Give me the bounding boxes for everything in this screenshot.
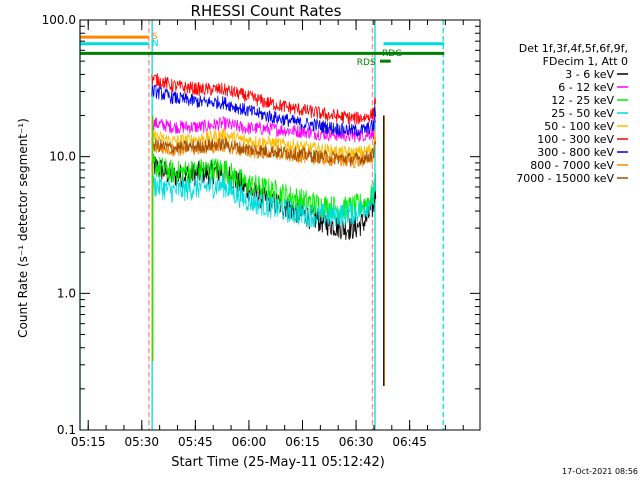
legend-entry-label: 800 - 7000 keV xyxy=(530,159,614,172)
legend-header-line: FDecim 1, Att 0 xyxy=(543,55,628,68)
series-line xyxy=(151,173,377,228)
series-7000-15000keV xyxy=(151,136,377,167)
series-12-25keV xyxy=(151,153,377,220)
legend: Det 1f,3f,4f,5f,6f,9f,FDecim 1, Att 03 -… xyxy=(516,42,628,185)
series-line xyxy=(151,84,377,137)
series-300-800keV xyxy=(151,84,377,137)
series-line xyxy=(151,113,377,143)
x-tick-label: 06:45 xyxy=(392,435,427,449)
plot-frame xyxy=(79,19,481,431)
legend-entry-label: 50 - 100 keV xyxy=(544,120,614,133)
x-tick-label: 05:45 xyxy=(178,435,213,449)
series-100-300keV xyxy=(151,73,377,125)
axes: 100.0 10.0 1.0 0.105:15 05:30 05:45 06:00 06:15… xyxy=(42,13,481,449)
x-tick-label: 06:30 xyxy=(339,435,374,449)
annotation-label-n: N xyxy=(152,39,159,49)
y-tick-label: 100.0 xyxy=(42,13,76,27)
series-25-50keV xyxy=(151,173,377,228)
series-line xyxy=(151,73,377,125)
x-tick-label: 06:00 xyxy=(232,435,267,449)
legend-entry-label: 6 - 12 keV xyxy=(558,81,614,94)
x-tick-label: 05:15 xyxy=(71,435,106,449)
legend-entry-label: 25 - 50 keV xyxy=(551,107,614,120)
x-tick-label: 06:15 xyxy=(285,435,320,449)
x-axis-label: Start Time (25-May-11 05:12:42) xyxy=(171,455,385,470)
legend-entry-label: 300 - 800 keV xyxy=(537,146,614,159)
series-line xyxy=(151,153,377,220)
y-tick-label: 0.1 xyxy=(57,423,76,437)
y-tick-label: 1.0 xyxy=(57,286,76,300)
legend-entry-label: 7000 - 15000 keV xyxy=(516,172,614,185)
legend-entry-label: 3 - 6 keV xyxy=(565,68,614,81)
legend-entry-label: 12 - 25 keV xyxy=(551,94,614,107)
y-axis-label: Count Rate (s⁻¹ detector segment⁻¹) xyxy=(16,118,30,338)
annotation-label-rdg: RDG xyxy=(382,49,402,59)
y-tick-label: 10.0 xyxy=(49,150,76,164)
annotation-label-s: S xyxy=(152,32,158,42)
x-tick-label: 05:30 xyxy=(124,435,159,449)
chart-title: RHESSI Count Rates xyxy=(191,2,342,20)
annotation-label-rds: RDS xyxy=(357,58,376,68)
legend-header-line: Det 1f,3f,4f,5f,6f,9f, xyxy=(519,42,628,55)
series-6-12keV xyxy=(151,113,377,143)
series-line xyxy=(151,136,377,167)
plot-area: SN RDG RDS xyxy=(79,20,445,430)
legend-entry-label: 100 - 300 keV xyxy=(537,133,614,146)
footer-timestamp: 17-Oct-2021 08:56 xyxy=(562,467,638,476)
